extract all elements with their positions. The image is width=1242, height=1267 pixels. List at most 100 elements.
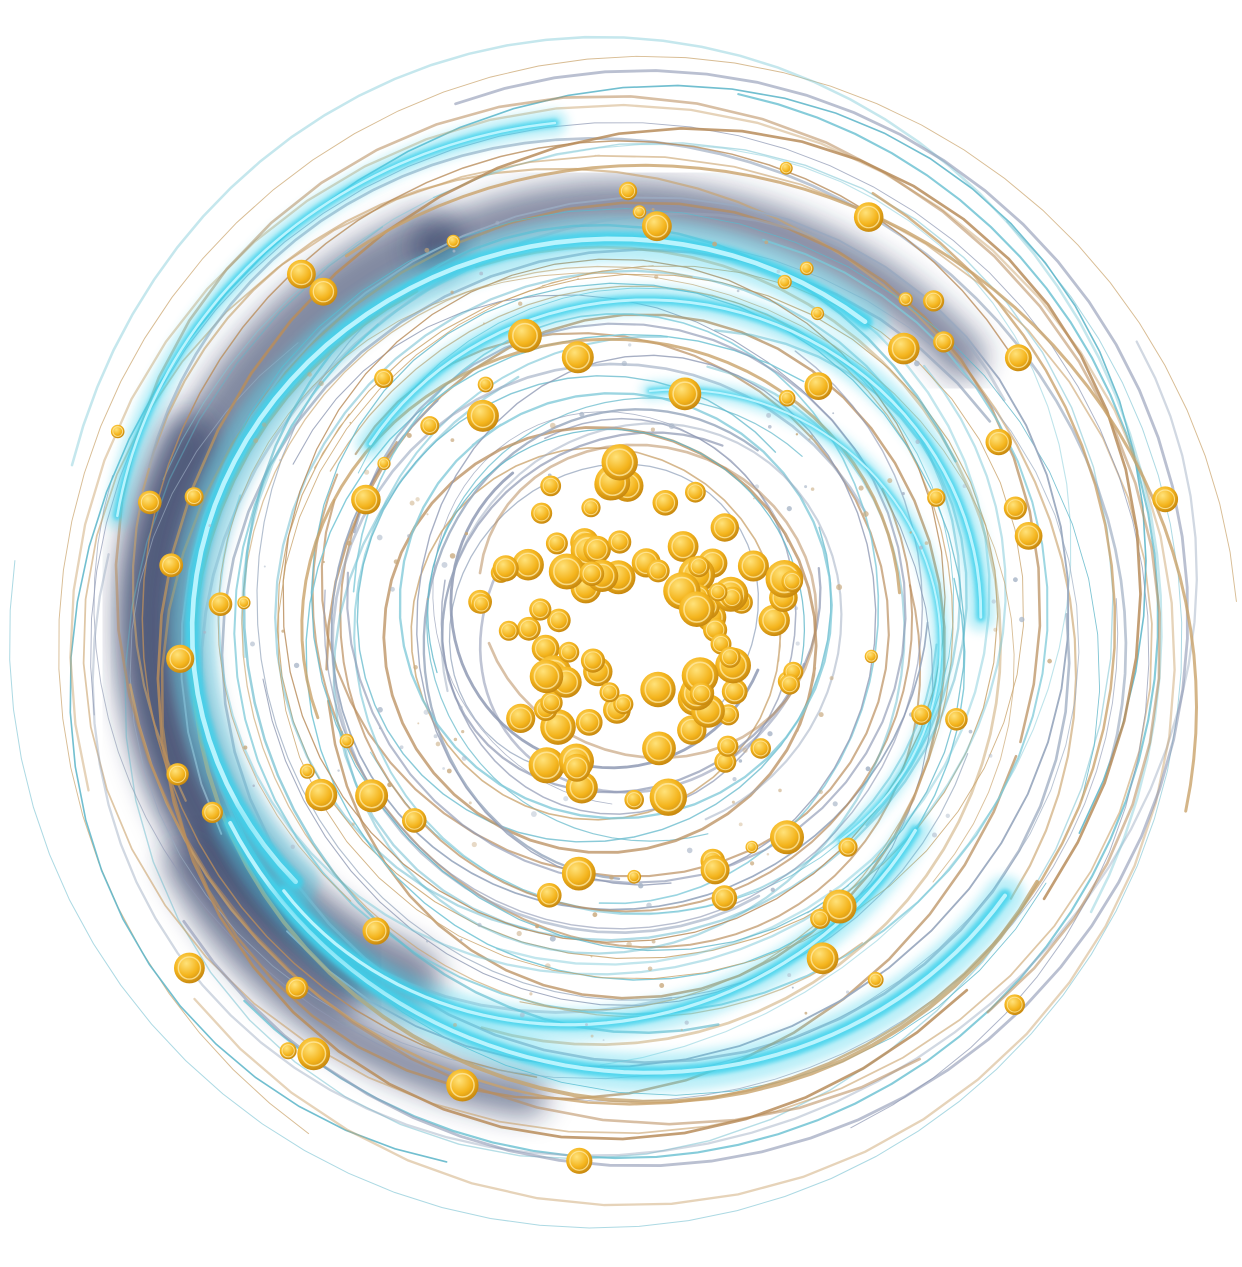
sparkle-particle bbox=[413, 665, 418, 670]
dollar-coin-icon: $ bbox=[446, 0, 479, 1102]
svg-text:$: $ bbox=[711, 0, 720, 8]
svg-text:$: $ bbox=[778, 0, 788, 9]
svg-text:$: $ bbox=[782, 0, 787, 5]
sparkle-particle bbox=[435, 741, 441, 747]
svg-text:$: $ bbox=[652, 0, 665, 11]
svg-text:$: $ bbox=[691, 0, 704, 11]
dollar-coin-icon: $ bbox=[711, 0, 738, 911]
sparkle-particle bbox=[924, 541, 929, 545]
sparkle-particle bbox=[778, 788, 782, 793]
orbit-ring-46 bbox=[478, 443, 818, 760]
sparkle-particle bbox=[460, 938, 463, 942]
dollar-coin-icon: $ bbox=[640, 0, 676, 708]
svg-text:$: $ bbox=[545, 0, 554, 8]
dollar-coin-icon: $ bbox=[888, 0, 920, 365]
dollar-coin-icon: $ bbox=[166, 0, 195, 673]
orbit-ring-48 bbox=[331, 362, 867, 934]
svg-text:$: $ bbox=[786, 0, 794, 7]
svg-text:$: $ bbox=[582, 0, 595, 11]
orbit-ring-34 bbox=[382, 426, 818, 854]
dollar-coin-icon: $ bbox=[1014, 0, 1043, 550]
svg-text:$: $ bbox=[596, 0, 608, 10]
dollar-coin-icon bbox=[632, 205, 647, 219]
sparkle-particle bbox=[731, 800, 735, 804]
sparkle-particle bbox=[461, 755, 467, 761]
sparkle-particle bbox=[250, 641, 255, 647]
svg-text:$: $ bbox=[296, 0, 307, 9]
svg-text:$: $ bbox=[952, 0, 960, 7]
sparkle-particle bbox=[555, 425, 559, 428]
sparkle-particle bbox=[680, 1028, 683, 1032]
orbit-ring-41 bbox=[217, 364, 1007, 976]
svg-text:$: $ bbox=[555, 0, 564, 8]
sparkle-particle bbox=[865, 486, 868, 488]
sparkle-particle bbox=[293, 662, 300, 669]
sparkle-particle bbox=[810, 434, 814, 438]
dollar-coin-icon: $ bbox=[599, 0, 620, 703]
svg-text:$: $ bbox=[790, 0, 797, 6]
svg-text:$: $ bbox=[863, 0, 874, 9]
sparkle-particle bbox=[243, 745, 248, 750]
dollar-coin-icon: $ bbox=[184, 0, 204, 507]
svg-text:$: $ bbox=[605, 0, 617, 10]
sparkle-particle bbox=[646, 902, 652, 909]
dollar-coin-icon: $ bbox=[579, 0, 605, 586]
sparkle-particle bbox=[915, 439, 920, 445]
svg-text:$: $ bbox=[553, 0, 561, 7]
sparkle-particle bbox=[993, 627, 998, 632]
sparkle-particle bbox=[795, 641, 800, 646]
sparkle-particle bbox=[544, 963, 551, 969]
dollar-coin-icon: $ bbox=[201, 0, 223, 824]
svg-text:$: $ bbox=[576, 0, 588, 10]
dollar-coin-icon bbox=[779, 161, 793, 175]
sparkle-particle bbox=[862, 511, 869, 517]
dollar-coin-icon: $ bbox=[646, 0, 670, 583]
dollar-coin-icon: $ bbox=[297, 0, 331, 1071]
svg-text:$: $ bbox=[589, 0, 598, 8]
svg-text:$: $ bbox=[540, 0, 552, 10]
svg-text:$: $ bbox=[708, 0, 717, 8]
glow-band-core-3 bbox=[282, 828, 917, 1027]
dollar-coin-icon bbox=[799, 261, 814, 276]
svg-text:$: $ bbox=[707, 0, 718, 9]
svg-text:$: $ bbox=[778, 0, 792, 12]
svg-text:$: $ bbox=[720, 0, 730, 9]
orbit-ring-28 bbox=[339, 440, 914, 913]
sparkle-particle bbox=[390, 586, 395, 592]
dollar-coin-icon bbox=[810, 306, 825, 321]
sparkle-particle bbox=[376, 534, 383, 541]
svg-text:$: $ bbox=[1024, 0, 1034, 9]
svg-text:$: $ bbox=[1160, 0, 1169, 8]
orbit-ring-64 bbox=[156, 127, 1142, 1141]
svg-text:$: $ bbox=[305, 0, 311, 5]
svg-text:$: $ bbox=[540, 0, 553, 11]
sparkle-particle bbox=[399, 745, 404, 750]
sparkle-particle bbox=[426, 598, 429, 600]
gold-ring-2 bbox=[344, 163, 1199, 813]
dollar-coin-icon: $ bbox=[758, 0, 790, 637]
dollar-coin-icon: $ bbox=[750, 0, 771, 759]
svg-text:$: $ bbox=[308, 0, 320, 10]
sparkle-particle bbox=[909, 531, 912, 534]
svg-text:$: $ bbox=[720, 0, 729, 8]
svg-text:$: $ bbox=[565, 0, 573, 7]
orbit-ring-13 bbox=[58, 55, 1237, 1135]
dollar-coin-icon: $ bbox=[608, 0, 632, 554]
sparkle-particle bbox=[845, 990, 850, 994]
dollar-coin-icon: $ bbox=[561, 0, 594, 374]
svg-text:$: $ bbox=[574, 0, 584, 8]
dollar-coin-icon: $ bbox=[508, 0, 542, 353]
svg-text:$: $ bbox=[541, 0, 551, 9]
svg-text:$: $ bbox=[690, 0, 703, 11]
svg-text:$: $ bbox=[344, 0, 349, 5]
svg-text:$: $ bbox=[918, 0, 925, 7]
sparkle-particle bbox=[446, 768, 452, 774]
svg-text:$: $ bbox=[572, 0, 582, 9]
svg-text:$: $ bbox=[710, 0, 721, 9]
sparkle-particle bbox=[887, 478, 893, 484]
dollar-coin-icon: $ bbox=[471, 0, 492, 614]
sparkle-particle bbox=[585, 1023, 588, 1027]
dollar-coin-icon: $ bbox=[668, 0, 702, 411]
dollar-coin-icon: $ bbox=[642, 0, 676, 766]
sparkle-particle bbox=[804, 1011, 808, 1015]
